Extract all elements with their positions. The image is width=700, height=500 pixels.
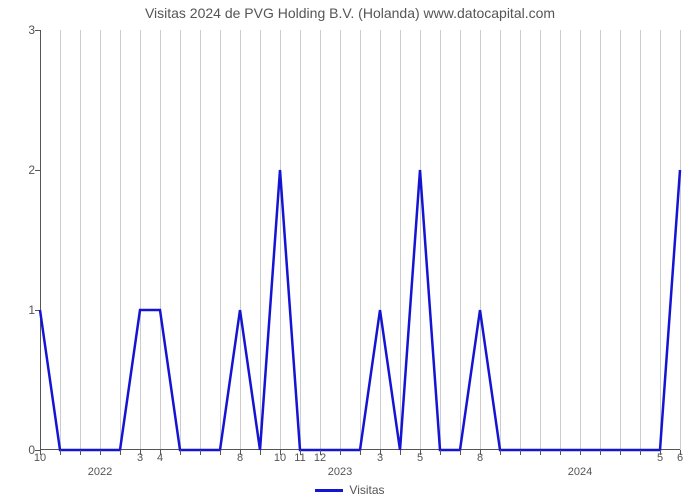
legend-label: Visitas bbox=[349, 483, 384, 497]
x-tick-mark bbox=[360, 450, 361, 455]
x-tick-mark bbox=[400, 450, 401, 455]
x-tick-mark bbox=[160, 450, 161, 455]
legend: Visitas bbox=[0, 483, 700, 497]
x-tick-mark bbox=[600, 450, 601, 455]
x-tick-mark bbox=[280, 450, 281, 455]
x-year-label: 2023 bbox=[328, 466, 352, 478]
x-tick-mark bbox=[580, 450, 581, 455]
x-tick-mark bbox=[200, 450, 201, 455]
x-year-label: 2024 bbox=[568, 466, 592, 478]
x-tick-mark bbox=[120, 450, 121, 455]
x-tick-mark bbox=[340, 450, 341, 455]
visits-line-chart: Visitas 2024 de PVG Holding B.V. (Holand… bbox=[0, 0, 700, 500]
x-tick-mark bbox=[80, 450, 81, 455]
y-tick-label: 0 bbox=[5, 443, 35, 457]
x-tick-mark bbox=[460, 450, 461, 455]
x-tick-mark bbox=[40, 450, 41, 455]
x-tick-mark bbox=[60, 450, 61, 455]
x-tick-mark bbox=[420, 450, 421, 455]
x-tick-mark bbox=[500, 450, 501, 455]
y-tick-label: 1 bbox=[5, 303, 35, 317]
x-tick-mark bbox=[220, 450, 221, 455]
x-tick-mark bbox=[660, 450, 661, 455]
x-tick-mark bbox=[560, 450, 561, 455]
x-tick-mark bbox=[520, 450, 521, 455]
x-tick-mark bbox=[440, 450, 441, 455]
visits-polyline bbox=[40, 170, 680, 450]
x-tick-mark bbox=[180, 450, 181, 455]
x-tick-mark bbox=[620, 450, 621, 455]
x-tick-mark bbox=[140, 450, 141, 455]
y-tick-label: 2 bbox=[5, 163, 35, 177]
x-tick-mark bbox=[540, 450, 541, 455]
x-tick-mark bbox=[240, 450, 241, 455]
x-tick-mark bbox=[380, 450, 381, 455]
x-tick-mark bbox=[300, 450, 301, 455]
x-tick-mark bbox=[320, 450, 321, 455]
line-series bbox=[40, 30, 680, 450]
chart-title: Visitas 2024 de PVG Holding B.V. (Holand… bbox=[0, 5, 700, 21]
x-tick-mark bbox=[680, 450, 681, 455]
y-tick-label: 3 bbox=[5, 23, 35, 37]
x-tick-mark bbox=[100, 450, 101, 455]
x-year-label: 2022 bbox=[88, 466, 112, 478]
x-tick-mark bbox=[480, 450, 481, 455]
legend-swatch bbox=[315, 489, 343, 492]
x-tick-mark bbox=[640, 450, 641, 455]
x-tick-mark bbox=[260, 450, 261, 455]
plot-area bbox=[40, 30, 680, 450]
grid-line bbox=[680, 30, 681, 450]
